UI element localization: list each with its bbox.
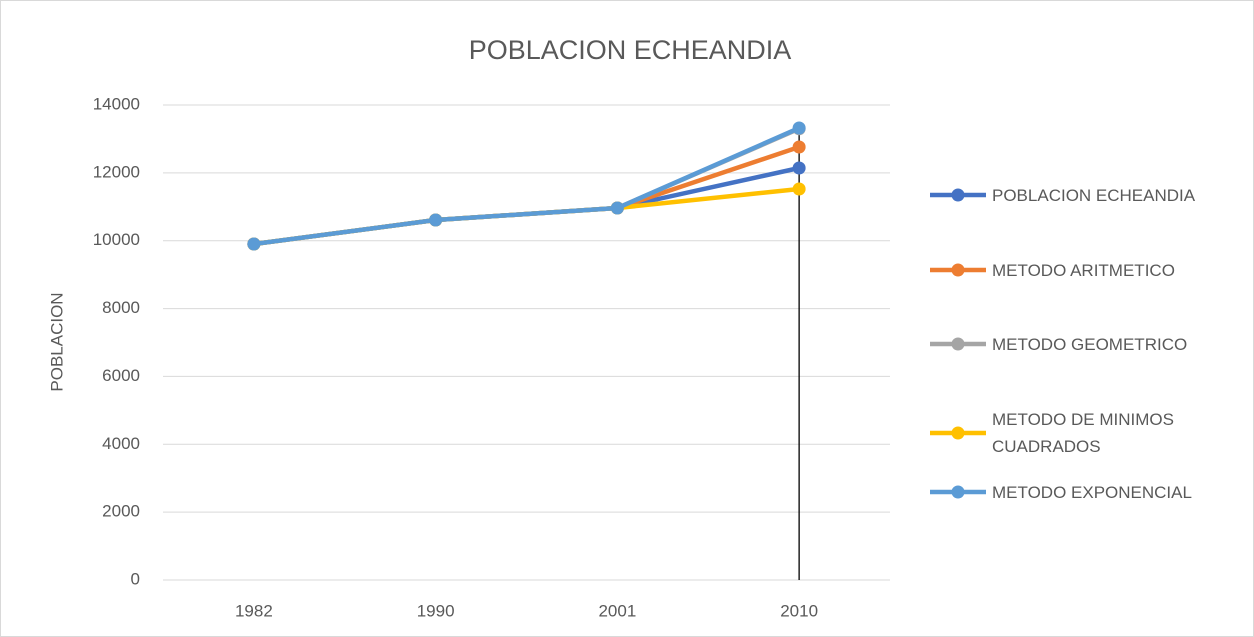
legend-label: POBLACION ECHEANDIA [992,185,1196,205]
legend-label: METODO DE MINIMOS CUADRADOS [992,410,1174,456]
y-tick-label: 4000 [102,434,140,453]
data-point [792,121,806,135]
data-point [247,237,261,251]
y-tick-label: 6000 [102,366,140,385]
data-point [429,213,443,227]
y-tick-label: 10000 [93,230,140,249]
legend-label: METODO GEOMETRICO [992,334,1188,354]
data-point [792,161,806,175]
x-tick-label: 1990 [417,601,455,620]
x-tick-label: 1982 [235,601,273,620]
chart-title: POBLACION ECHEANDIA [469,35,792,65]
y-tick-label: 8000 [102,298,140,317]
y-axis-label: POBLACION [47,292,66,391]
legend-label: METODO ARITMETICO [992,260,1175,280]
y-tick-label: 12000 [93,162,140,181]
y-tick-label: 0 [131,569,140,588]
legend-marker [951,426,965,440]
data-point [610,201,624,215]
legend-marker [951,485,965,499]
x-tick-label: 2001 [598,601,636,620]
data-point [792,182,806,196]
series-line [253,125,801,247]
data-point [792,140,806,154]
x-tick-label: 2010 [780,601,818,620]
legend-marker [951,263,965,277]
legend-label: METODO EXPONENCIAL [992,482,1192,502]
legend-marker [951,337,965,351]
y-tick-label: 14000 [93,94,140,113]
legend-marker [951,188,965,202]
y-tick-label: 2000 [102,502,140,521]
